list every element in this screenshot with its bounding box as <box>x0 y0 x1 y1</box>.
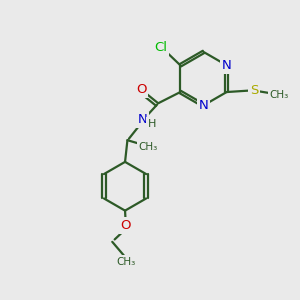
Text: N: N <box>199 99 208 112</box>
Text: Cl: Cl <box>154 41 167 54</box>
Text: N: N <box>222 59 232 72</box>
Text: N: N <box>137 113 147 127</box>
Text: S: S <box>250 84 258 97</box>
Text: H: H <box>148 118 156 128</box>
Text: CH₃: CH₃ <box>116 257 135 267</box>
Text: CH₃: CH₃ <box>269 90 289 100</box>
Text: CH₃: CH₃ <box>139 142 158 152</box>
Text: O: O <box>120 219 131 232</box>
Text: O: O <box>136 83 146 96</box>
